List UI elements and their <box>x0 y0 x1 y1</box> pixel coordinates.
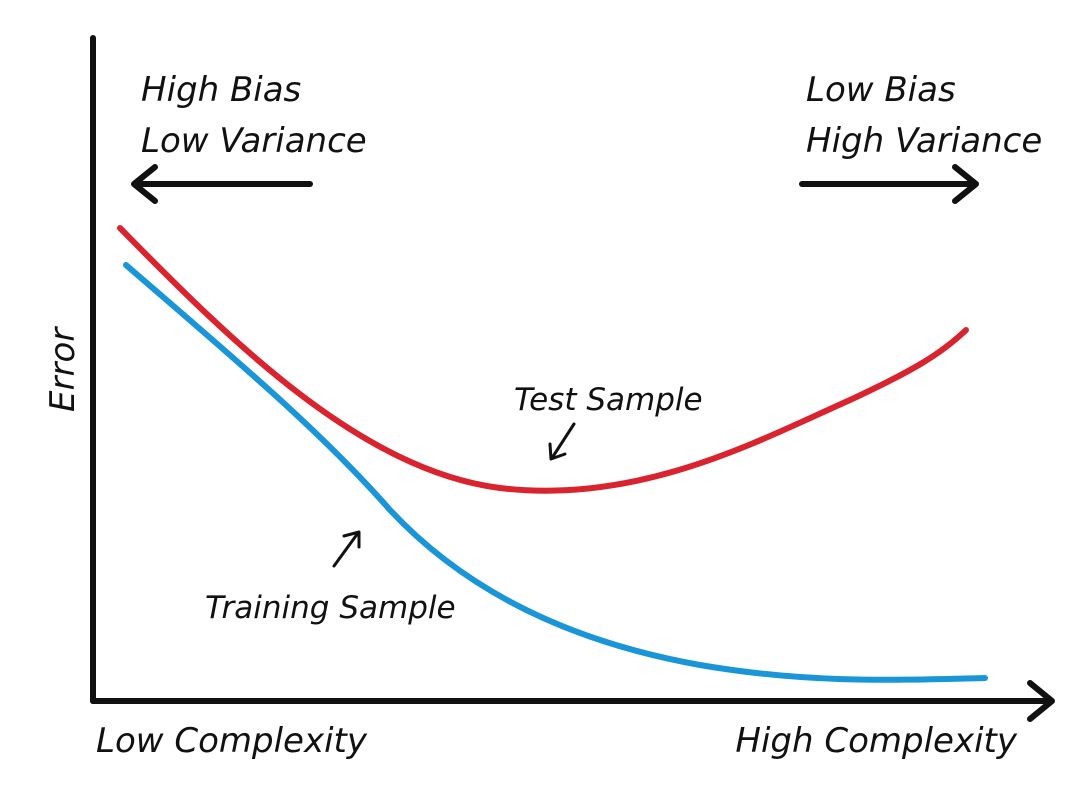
left-region-line1: High Bias <box>141 70 301 110</box>
right-region-line1: Low Bias <box>806 70 956 110</box>
right-arrow-icon <box>799 164 979 204</box>
left-region-line2: Low Variance <box>141 121 367 161</box>
training-sample-pointer-icon <box>332 530 361 568</box>
left-arrow-icon <box>131 164 313 204</box>
training-sample-label: Training Sample <box>205 590 456 626</box>
x-axis-label-left: Low Complexity <box>96 721 368 761</box>
test-sample-pointer-icon <box>548 422 576 461</box>
right-region-line2: High Variance <box>806 121 1042 161</box>
x-axis-label-right: High Complexity <box>735 721 1017 761</box>
x-axis-arrowhead-icon <box>1027 680 1055 722</box>
training-sample-curve <box>123 262 988 683</box>
y-axis-label: Error <box>43 326 83 412</box>
test-sample-curve <box>117 225 969 494</box>
test-sample-label: Test Sample <box>514 382 703 418</box>
axes <box>90 35 1055 722</box>
